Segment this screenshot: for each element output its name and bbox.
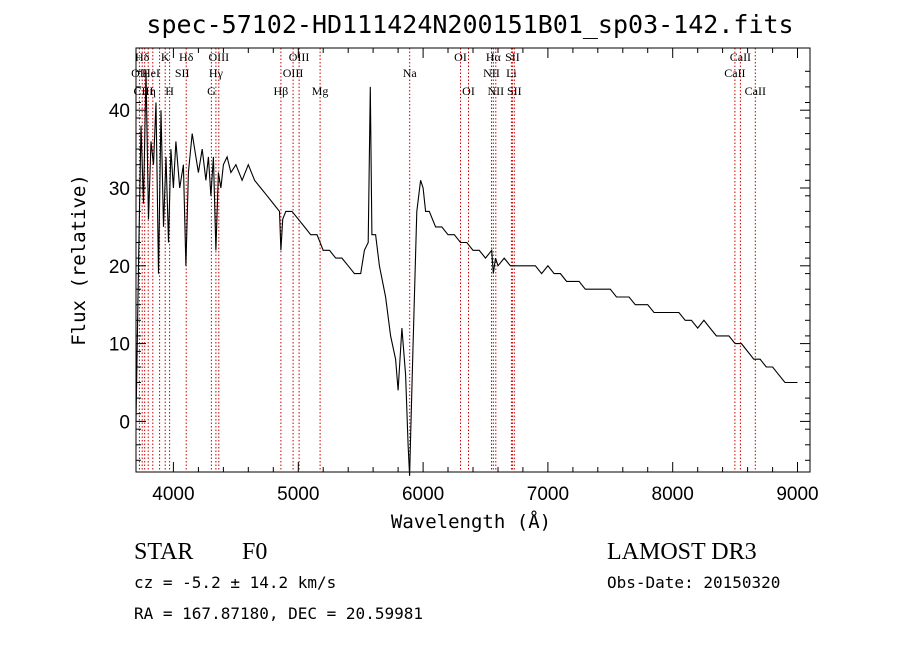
chart-title: spec-57102-HD111424N200151B01_sp03-142.f…: [146, 10, 793, 39]
annotation-label: Hβ: [274, 84, 289, 98]
survey-name: LAMOST DR3: [607, 539, 757, 565]
spectrum-line: [135, 71, 798, 476]
annotation-label: η: [150, 84, 156, 98]
annotation-label: CaII: [730, 50, 751, 64]
annotation-label: Hδ: [179, 50, 194, 64]
x-axis-ticks: 4000 5000 6000 7000 8000 9000: [152, 48, 819, 505]
annotation-label: Mg: [312, 84, 329, 98]
x-tick-label: 9000: [776, 484, 818, 505]
annotation-label: NII: [487, 84, 504, 98]
annotation-label: Na: [403, 66, 418, 80]
y-tick-label: 40: [109, 101, 130, 122]
annotation-label: CaII: [724, 66, 745, 80]
annotation-label: OIII: [283, 66, 304, 80]
y-tick-label: 10: [109, 335, 130, 356]
y-tick-label: 0: [119, 412, 130, 433]
annotation-label: SII: [505, 50, 520, 64]
annotation-label: OI: [454, 50, 467, 64]
y-tick-label: 30: [109, 179, 130, 200]
annotation-label: Li: [506, 66, 517, 80]
annotation-label: SII: [507, 84, 522, 98]
spectral-subclass: F0: [242, 539, 267, 565]
y-tick-label: 20: [109, 257, 130, 278]
annotation-lines: [138, 48, 756, 472]
obs-date: Obs-Date: 20150320: [607, 573, 780, 592]
annotation-label: K: [161, 50, 170, 64]
x-tick-label: 4000: [152, 484, 194, 505]
annotation-label: H: [165, 84, 174, 98]
object-class: STAR: [134, 539, 193, 565]
x-axis-label: Wavelength (Å): [391, 510, 551, 533]
y-axis-label: Flux (relative): [68, 174, 90, 346]
redshift-text: cz = -5.2 ± 14.2 km/s: [134, 573, 336, 592]
x-tick-label: 7000: [527, 484, 569, 505]
coordinates: RA = 167.87180, DEC = 20.59981: [134, 604, 423, 623]
x-tick-label: 6000: [402, 484, 444, 505]
annotation-label: CaII: [745, 84, 766, 98]
y-axis-ticks: 0 10 20 30 40: [109, 70, 810, 461]
annotation-label: CIII: [134, 84, 154, 98]
x-tick-label: 5000: [277, 484, 319, 505]
annotation-label: G: [207, 84, 216, 98]
annotation-label: OIII: [289, 50, 310, 64]
plot-frame: [135, 47, 811, 473]
annotation-label: OII: [131, 66, 148, 80]
annotation-label: NII: [483, 66, 500, 80]
x-tick-label: 8000: [652, 484, 694, 505]
annotation-label: Hδ: [135, 50, 150, 64]
annotation-label: Hα: [486, 50, 502, 64]
annotation-label: OI: [462, 84, 475, 98]
annotation-label: SII: [175, 66, 190, 80]
annotation-label: Hγ: [209, 66, 224, 80]
annotation-label: HeI: [142, 66, 160, 80]
annotation-label: OIII: [208, 50, 229, 64]
